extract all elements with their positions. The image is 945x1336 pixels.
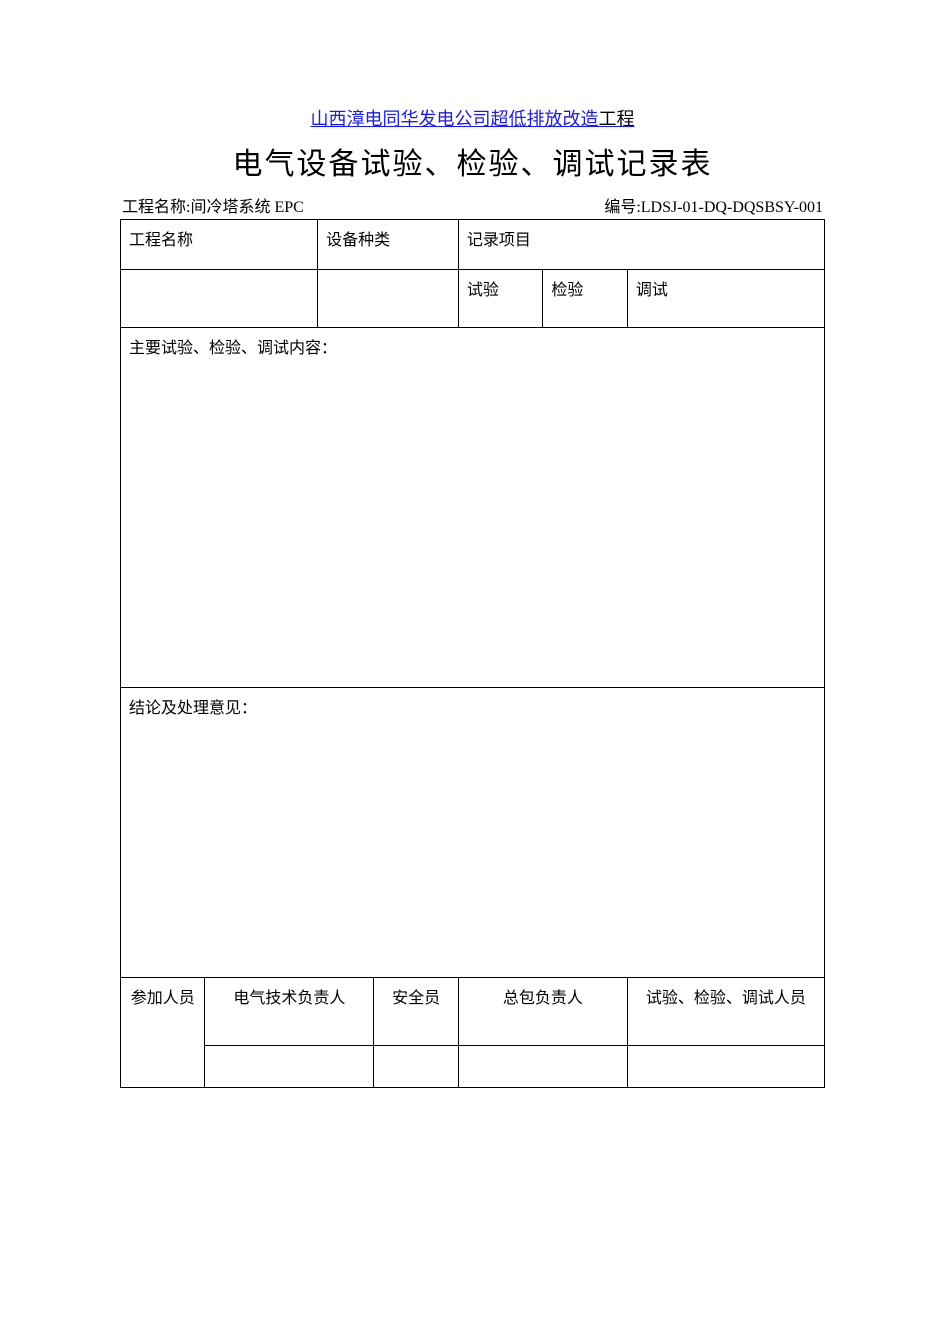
cell-equipment-type: 设备种类 [318, 220, 459, 270]
cell-debug: 调试 [627, 270, 824, 328]
cell-record-item: 记录项目 [458, 220, 824, 270]
meta-number: 编号:LDSJ-01-DQ-DQSBSY-001 [604, 193, 823, 217]
cell-safety: 安全员 [374, 978, 458, 1046]
cell-participants-label: 参加人员 [121, 978, 205, 1088]
cell-test-staff: 试验、检验、调试人员 [627, 978, 824, 1046]
cell-sign-2 [374, 1046, 458, 1088]
cell-blank-1 [121, 270, 318, 328]
meta-project: 工程名称:间冷塔系统 EPC [122, 193, 304, 217]
form-table: 工程名称 设备种类 记录项目 试验 检验 调试 主要试验、检验、调试内容： 结论… [120, 219, 825, 1088]
meta-project-label: 工程名称: [122, 199, 190, 216]
page-title: 电气设备试验、检验、调试记录表 [120, 139, 825, 183]
header-link-suffix: 工程 [599, 109, 635, 129]
header-row-1: 工程名称 设备种类 记录项目 [121, 220, 825, 270]
meta-row: 工程名称:间冷塔系统 EPC 编号:LDSJ-01-DQ-DQSBSY-001 [120, 193, 825, 219]
cell-elec-lead: 电气技术负责人 [205, 978, 374, 1046]
cell-content: 主要试验、检验、调试内容： [121, 328, 825, 688]
meta-number-label: 编号: [604, 199, 640, 216]
header-org-link: 山西漳电同华发电公司超低排放改造工程 [120, 105, 825, 131]
cell-sign-3 [458, 1046, 627, 1088]
conclusion-row: 结论及处理意见： [121, 688, 825, 978]
cell-inspect: 检验 [543, 270, 627, 328]
meta-number-value: LDSJ-01-DQ-DQSBSY-001 [641, 199, 823, 216]
cell-blank-2 [318, 270, 459, 328]
meta-project-value: 间冷塔系统 EPC [190, 199, 303, 216]
content-row: 主要试验、检验、调试内容： [121, 328, 825, 688]
header-row-2: 试验 检验 调试 [121, 270, 825, 328]
cell-sign-1 [205, 1046, 374, 1088]
cell-sign-4 [627, 1046, 824, 1088]
cell-general-lead: 总包负责人 [458, 978, 627, 1046]
sign-header-row: 参加人员 电气技术负责人 安全员 总包负责人 试验、检验、调试人员 [121, 978, 825, 1046]
sign-blank-row [121, 1046, 825, 1088]
header-link-text: 山西漳电同华发电公司超低排放改造 [311, 109, 599, 129]
cell-test: 试验 [458, 270, 542, 328]
cell-project-name: 工程名称 [121, 220, 318, 270]
cell-conclusion: 结论及处理意见： [121, 688, 825, 978]
